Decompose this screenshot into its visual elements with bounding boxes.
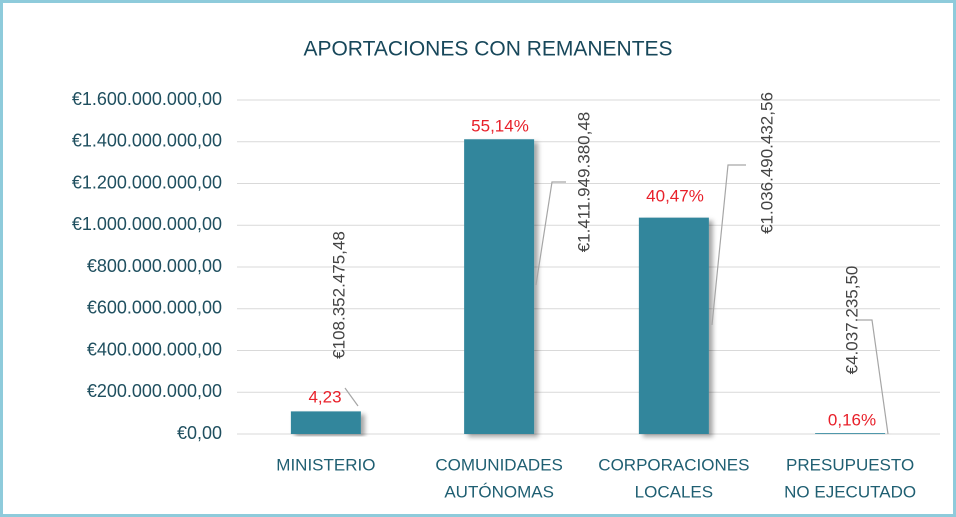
percent-label: 55,14% [471, 116, 529, 135]
y-tick-label: €200.000.000,00 [87, 381, 222, 401]
x-tick-label: NO EJECUTADO [784, 482, 916, 501]
bar [638, 217, 709, 434]
leader-line [858, 319, 889, 435]
y-tick-label: €0,00 [177, 423, 222, 443]
x-tick-label: PRESUPUESTO [786, 455, 914, 474]
y-tick-label: €800.000.000,00 [87, 256, 222, 276]
y-tick-label: €1.600.000.000,00 [72, 89, 222, 109]
bar [464, 139, 535, 435]
x-tick-label: AUTÓNOMAS [444, 482, 554, 501]
x-tick-label: MINISTERIO [276, 455, 375, 474]
y-tick-label: €1.200.000.000,00 [72, 172, 222, 192]
percent-label: 40,47% [646, 186, 704, 205]
value-label: €108.352.475,48 [329, 231, 348, 359]
chart-title: APORTACIONES CON REMANENTES [303, 38, 672, 61]
y-tick-label: €600.000.000,00 [87, 298, 222, 318]
leader-line [711, 164, 746, 326]
y-tick-label: €1.000.000.000,00 [72, 214, 222, 234]
y-tick-label: €1.400.000.000,00 [72, 131, 222, 151]
value-label: €1.036.490.432,56 [757, 92, 776, 234]
bar [290, 411, 361, 434]
percent-label: 0,16% [828, 410, 876, 429]
leader-line [344, 387, 359, 407]
x-tick-label: COMUNIDADES [435, 455, 563, 474]
bar [815, 433, 886, 434]
leader-line [535, 181, 566, 286]
x-tick-label: LOCALES [635, 482, 713, 501]
y-tick-label: €400.000.000,00 [87, 339, 222, 359]
value-label: €4.037.235,50 [842, 266, 861, 375]
x-tick-label: CORPORACIONES [598, 455, 749, 474]
value-label: €1.411.949.380,48 [574, 112, 593, 253]
percent-label: 4,23 [308, 387, 341, 406]
